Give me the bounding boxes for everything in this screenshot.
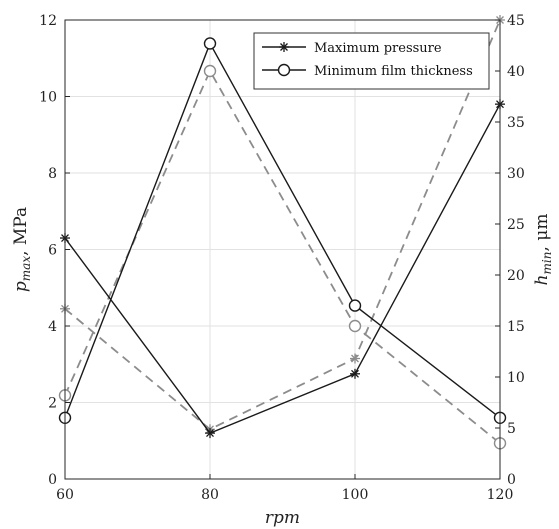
legend: Maximum pressure Minimum film thickness [253, 32, 490, 90]
y-right-tick-label: 25 [507, 217, 525, 233]
data-point-circle [203, 64, 217, 78]
y-right-tick-label: 45 [507, 13, 525, 29]
y-left-tick-label: 6 [48, 243, 57, 259]
series-3 [58, 64, 507, 450]
legend-label: Minimum film thickness [314, 64, 473, 79]
y-left-tick-label: 8 [48, 166, 57, 182]
y-left-ticks: 0 2 4 6 8 10 12 [39, 13, 70, 488]
series-line-0 [64, 103, 501, 434]
y-right-tick-label: 0 [507, 472, 516, 488]
axis-labels: rpm pmax, MPa hmin, μm [11, 207, 554, 528]
y-right-tick-label: 20 [507, 268, 525, 284]
data-point-circle [348, 319, 362, 333]
series-1 [58, 37, 507, 424]
y-right-ticks: 0 5 10 15 20 25 30 35 40 45 [495, 13, 525, 488]
series-line-3 [64, 69, 501, 444]
data-point-star [350, 353, 360, 364]
y-left-axis-label: pmax, MPa [11, 207, 33, 292]
y-left-tick-label: 0 [48, 472, 57, 488]
y-right-tick-label: 5 [507, 421, 516, 437]
series-line-1 [64, 41, 501, 419]
y-right-tick-label: 40 [507, 64, 525, 80]
y-right-axis-label: hmin, μm [532, 214, 554, 286]
series-line-2 [64, 19, 501, 431]
data-point-circle [203, 37, 217, 50]
y-right-tick-label: 35 [507, 115, 525, 131]
x-ticks: 60 80 100 120 [56, 474, 513, 503]
x-tick-label: 60 [56, 487, 74, 503]
x-tick-label: 80 [201, 487, 219, 503]
legend-label: Maximum pressure [314, 41, 442, 56]
y-right-tick-label: 15 [507, 319, 525, 335]
legend-marker-star [279, 42, 289, 52]
y-left-tick-label: 12 [39, 13, 57, 29]
y-right-tick-label: 10 [507, 370, 525, 386]
x-tick-label: 120 [487, 487, 514, 503]
y-right-tick-label: 30 [507, 166, 525, 182]
data-point-star [205, 428, 215, 439]
x-tick-label: 100 [342, 487, 369, 503]
data-point-star [350, 368, 360, 379]
x-axis-label: rpm [265, 508, 300, 528]
legend-box [253, 32, 490, 90]
y-left-tick-label: 4 [48, 319, 57, 335]
data-point-circle [348, 299, 362, 312]
y-left-tick-label: 10 [39, 90, 57, 106]
legend-marker-circle [277, 63, 291, 77]
y-left-tick-label: 2 [48, 396, 57, 412]
series-0 [60, 99, 505, 439]
